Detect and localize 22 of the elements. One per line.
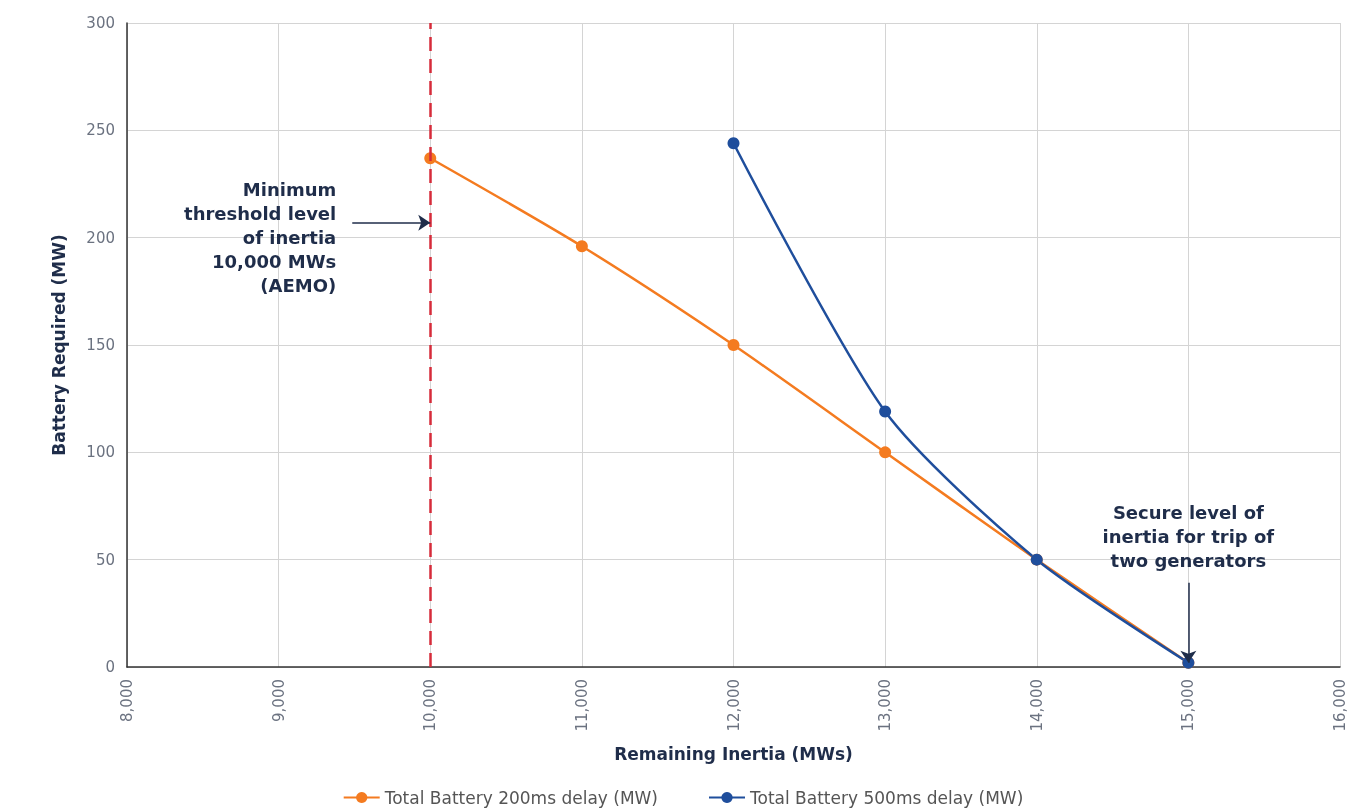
y-tick-label: 300 <box>86 14 115 32</box>
y-tick-label: 0 <box>105 658 115 676</box>
x-tick-label: 9,000 <box>269 679 288 722</box>
y-tick-label: 200 <box>86 228 115 247</box>
x-tick-label: 13,000 <box>876 679 895 732</box>
x-tick-label: 15,000 <box>1179 679 1198 732</box>
x-axis-title: Remaining Inertia (MWs) <box>614 743 853 764</box>
y-tick-label: 150 <box>86 336 115 354</box>
x-tick-label: 11,000 <box>572 679 591 732</box>
x-tick-label: 12,000 <box>724 679 743 732</box>
annotation: Secure level of inertia for trip of two generators <box>1102 502 1275 572</box>
annotation: Minimum threshold level of inertia 10,000 MWs (AEMO) <box>184 179 337 297</box>
y-axis-title: Battery Required (MW) <box>48 234 69 456</box>
x-tick-label: 16,000 <box>1331 679 1349 732</box>
x-tick-label: 14,000 <box>1027 679 1046 732</box>
legend-label: Total Battery 500ms delay (MW) <box>749 787 1024 808</box>
x-tick-label: 8,000 <box>118 679 136 722</box>
y-tick-label: 50 <box>95 550 115 569</box>
y-tick-label: 250 <box>86 121 115 140</box>
y-tick-label: 100 <box>86 443 115 462</box>
legend-label: Total Battery 200ms delay (MW) <box>383 787 658 808</box>
x-tick-label: 10,000 <box>421 679 440 732</box>
